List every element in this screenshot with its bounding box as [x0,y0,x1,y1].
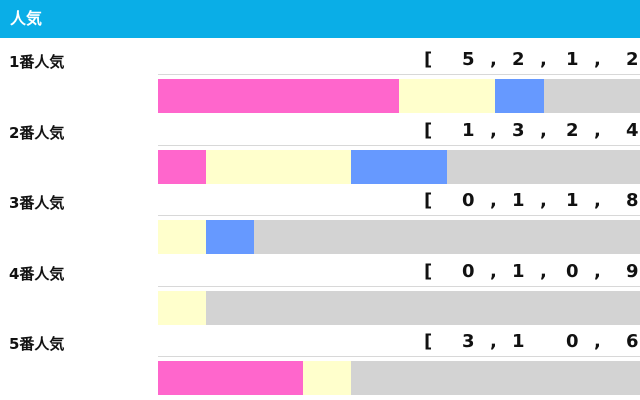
record-token: 1 [512,190,525,211]
record-token: 0 [566,260,579,282]
record-token: , [540,49,547,70]
row-divider [158,285,640,287]
row-divider [158,356,640,357]
record-token: , [540,260,547,282]
row-label: 4番人気 [9,264,65,283]
popularity-row: 4番人気 [0, 1, 0, 9 [0,254,640,325]
row-label: 5番人気 [9,335,65,353]
record-token: , [490,49,497,70]
stacked-bar [158,79,640,113]
record-token: 1 [566,190,579,211]
record-token: , [540,119,547,141]
row-label: 1番人気 [9,53,65,71]
record-token: [ [424,49,433,70]
first-place-segment [158,361,303,395]
section-header: 人気 [0,0,640,38]
second-place-segment [158,220,207,254]
record-token: 2 [626,49,639,70]
row-divider [158,144,640,146]
record-token: , [490,119,497,141]
first-place-segment [158,149,207,184]
record-token: 1 [512,260,525,282]
record-token: 1 [462,119,475,141]
record-token: , [594,260,601,282]
second-place-segment [302,361,351,395]
popularity-row: 2番人気 [1, 3, 2, 4 [0,113,640,184]
popularity-row: 5番人気 [3, 1 0, 6 [0,324,640,395]
record-token: 1 [566,49,579,70]
record-token: , [490,190,497,211]
record-token: [ [424,190,433,211]
record-token: , [594,190,601,211]
record-token: 6 [626,331,639,352]
stacked-bar [158,290,640,325]
popularity-row: 3番人気 [0, 1, 1, 8 [0,183,640,254]
row-label: 3番人気 [9,194,65,212]
record-token: 1 [512,331,525,352]
record-token: [ [424,260,433,282]
record-token: 3 [462,331,475,352]
record-token: 4 [626,119,639,141]
stacked-bar [158,149,640,184]
third-place-segment [206,220,255,254]
record-token: , [594,331,601,352]
second-place-segment [206,149,351,184]
stacked-bar [158,361,640,395]
row-divider [158,215,640,216]
stacked-bar [158,220,640,254]
record-token: 2 [566,119,579,141]
row-label: 2番人気 [9,123,65,142]
row-divider [158,74,640,75]
record-token: [ [424,331,433,352]
record-token: 0 [462,260,475,282]
record-token: 0 [462,190,475,211]
record-token: [ [424,119,433,141]
third-place-segment [495,79,544,113]
second-place-segment [399,79,496,113]
record-token: , [594,119,601,141]
record-token: , [490,260,497,282]
record-token: 8 [626,190,639,211]
record-token: , [490,331,497,352]
third-place-segment [350,149,448,184]
record-token: 3 [512,119,525,141]
popularity-row: 1番人気 [5, 2, 1, 2 [0,42,640,113]
first-place-segment [158,79,399,113]
second-place-segment [158,290,207,325]
record-token: , [594,49,601,70]
record-token: 5 [462,49,475,70]
record-token: 0 [566,331,579,352]
record-token: , [540,190,547,211]
record-token: 9 [626,260,639,282]
record-token: 2 [512,49,525,70]
